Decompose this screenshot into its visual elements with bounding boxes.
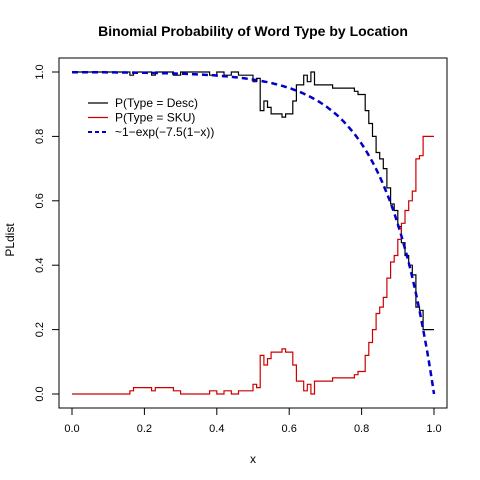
x-tick-label: 0.8 <box>354 423 369 435</box>
x-tick-label: 0.6 <box>282 423 297 435</box>
y-tick-label: 0.6 <box>34 193 46 208</box>
y-tick-label: 1.0 <box>34 64 46 79</box>
legend-label-2: ~1−exp(−7.5(1−x)) <box>115 125 214 139</box>
y-tick-label: 0.8 <box>34 129 46 144</box>
y-axis-label: PLdist <box>3 223 17 257</box>
x-tick-label: 1.0 <box>426 423 441 435</box>
x-axis-label: x <box>250 452 256 466</box>
chart-title: Binomial Probability of Word Type by Loc… <box>98 23 408 39</box>
legend-label-1: P(Type = SKU) <box>115 111 195 125</box>
x-tick-label: 0.4 <box>209 423 224 435</box>
y-tick-label: 0.0 <box>34 386 46 401</box>
y-tick-label: 0.4 <box>34 258 46 273</box>
x-tick-label: 0.2 <box>137 423 152 435</box>
y-tick-label: 0.2 <box>34 322 46 337</box>
legend-label-0: P(Type = Desc) <box>115 96 198 110</box>
x-tick-label: 0.0 <box>64 423 79 435</box>
